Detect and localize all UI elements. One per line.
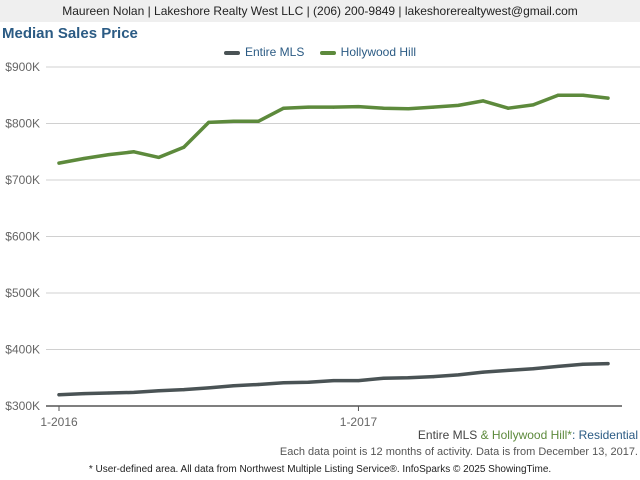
data-point[interactable] bbox=[132, 390, 136, 395]
legend-swatch-mls bbox=[223, 50, 240, 55]
data-point[interactable] bbox=[82, 156, 86, 161]
data-point[interactable] bbox=[107, 152, 111, 157]
data-point[interactable] bbox=[606, 96, 610, 100]
grid-layer bbox=[46, 66, 640, 350]
footer-disclaimer: * User-defined area. All data from North… bbox=[88, 464, 552, 475]
data-point[interactable] bbox=[132, 150, 136, 154]
data-point[interactable] bbox=[581, 362, 585, 366]
data-point[interactable] bbox=[207, 120, 211, 124]
data-point[interactable] bbox=[57, 393, 61, 397]
series-layer bbox=[57, 93, 610, 397]
data-point[interactable] bbox=[157, 155, 161, 159]
y-tick-label: $900K bbox=[5, 60, 40, 74]
data-point[interactable] bbox=[456, 103, 460, 108]
y-tick-label: $600K bbox=[5, 230, 40, 244]
data-point[interactable] bbox=[281, 106, 286, 110]
x-tick-label: 1-2016 bbox=[40, 415, 78, 429]
y-tick-label: $300K bbox=[5, 399, 40, 413]
data-point[interactable] bbox=[281, 381, 286, 385]
legend-item-hollywood[interactable]: Hollywood Hill bbox=[319, 45, 417, 59]
data-point[interactable] bbox=[556, 364, 560, 369]
footer-amp: & bbox=[477, 428, 492, 442]
data-point[interactable] bbox=[581, 93, 585, 97]
footer-hollywood: Hollywood Hill* bbox=[491, 428, 572, 442]
data-point[interactable] bbox=[506, 106, 510, 110]
legend-item-mls[interactable]: Entire MLS bbox=[223, 45, 305, 59]
data-point[interactable] bbox=[306, 380, 311, 384]
chart-title: Median Sales Price bbox=[2, 25, 138, 42]
data-point[interactable] bbox=[107, 391, 111, 395]
contact-text: Maureen Nolan | Lakeshore Realty West LL… bbox=[62, 4, 578, 18]
data-point[interactable] bbox=[481, 370, 485, 374]
data-point[interactable] bbox=[182, 388, 186, 392]
footer-suffix: : Residential bbox=[571, 428, 638, 442]
y-tick-label: $400K bbox=[5, 343, 40, 357]
data-point[interactable] bbox=[431, 105, 435, 109]
footer-legend-text: Entire MLS & Hollywood Hill*: Residentia… bbox=[418, 428, 638, 442]
data-point[interactable] bbox=[506, 368, 510, 373]
data-point[interactable] bbox=[331, 105, 336, 109]
data-point[interactable] bbox=[481, 99, 485, 103]
data-point[interactable] bbox=[157, 389, 161, 393]
data-point[interactable] bbox=[531, 367, 535, 371]
x-tick-label: 1-2017 bbox=[340, 415, 378, 429]
data-point[interactable] bbox=[306, 105, 311, 109]
data-point[interactable] bbox=[356, 104, 361, 109]
footer-note: Each data point is 12 months of activity… bbox=[279, 446, 638, 458]
axis-layer: $300K $400K $500K $600K $700K $800K $900K 1-201… bbox=[5, 60, 622, 429]
data-point[interactable] bbox=[182, 145, 186, 149]
data-point[interactable] bbox=[82, 391, 86, 396]
data-point[interactable] bbox=[331, 378, 336, 383]
data-point[interactable] bbox=[232, 384, 236, 388]
legend-label-mls: Entire MLS bbox=[244, 45, 305, 59]
data-point[interactable] bbox=[456, 373, 460, 377]
legend-label-hollywood: Hollywood Hill bbox=[340, 45, 417, 59]
data-point[interactable] bbox=[406, 376, 410, 380]
data-point[interactable] bbox=[381, 376, 386, 380]
y-tick-label: $500K bbox=[5, 286, 40, 300]
data-point[interactable] bbox=[381, 106, 386, 110]
data-point[interactable] bbox=[57, 161, 61, 165]
data-point[interactable] bbox=[406, 107, 410, 111]
contact-header: Maureen Nolan | Lakeshore Realty West LL… bbox=[0, 0, 640, 22]
data-point[interactable] bbox=[207, 386, 211, 390]
data-point[interactable] bbox=[356, 378, 361, 383]
data-point[interactable] bbox=[606, 362, 610, 366]
data-point[interactable] bbox=[556, 93, 560, 97]
y-tick-label: $800K bbox=[5, 117, 40, 131]
series-line-hollywood bbox=[57, 93, 610, 165]
legend-swatch-hollywood bbox=[319, 50, 336, 55]
data-point[interactable] bbox=[531, 103, 535, 107]
data-point[interactable] bbox=[257, 382, 261, 387]
data-point[interactable] bbox=[257, 119, 261, 123]
footer-mls: Entire MLS bbox=[417, 428, 478, 442]
y-tick-label: $700K bbox=[5, 173, 40, 187]
data-point[interactable] bbox=[232, 119, 236, 123]
chart-legend: Entire MLS Hollywood Hill bbox=[0, 45, 640, 59]
data-point[interactable] bbox=[431, 375, 435, 379]
